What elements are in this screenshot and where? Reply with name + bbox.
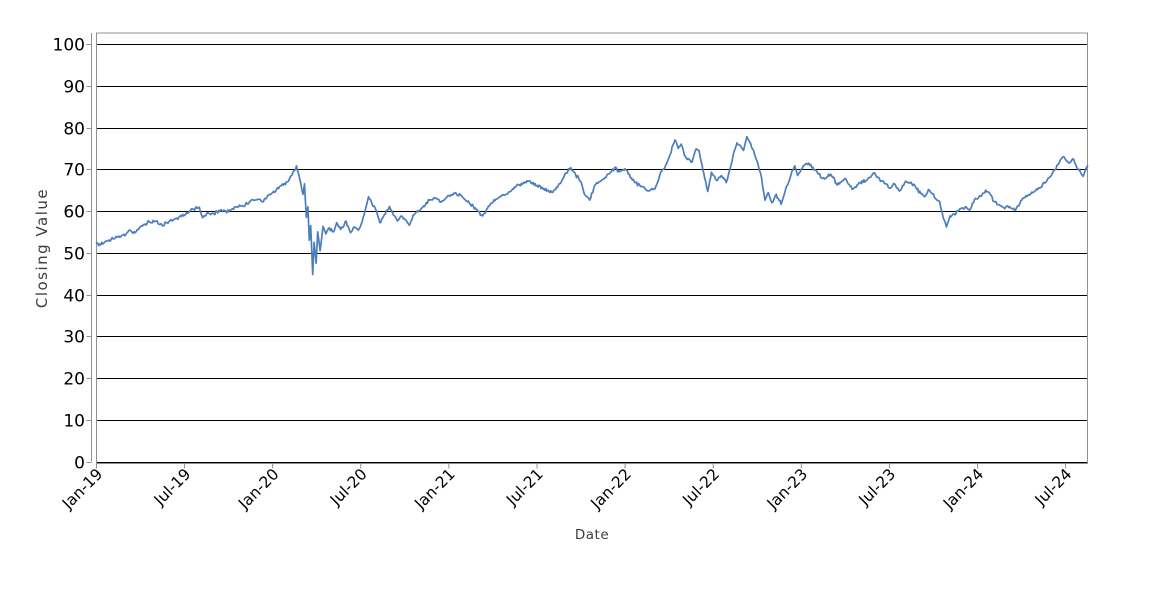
x-tick-label: Jul-23: [855, 465, 900, 510]
y-tick-label: 80: [63, 120, 85, 140]
y-tick-label: 30: [63, 328, 85, 348]
x-tick-label: Jan-23: [763, 465, 811, 513]
y-tick-label: 10: [63, 412, 85, 432]
y-tick-label: 70: [63, 161, 85, 181]
y-tick-label: 20: [63, 370, 85, 390]
x-axis-title: Date: [575, 527, 609, 543]
y-tick-label: 40: [63, 287, 85, 307]
x-tick-label: Jul-19: [150, 465, 195, 510]
x-tick-label: Jul-22: [678, 465, 723, 510]
closing-value-series-line: [95, 135, 1089, 276]
y-axis-title: Closing Value: [33, 188, 51, 308]
x-tick-label: Jan-20: [234, 465, 282, 513]
x-tick-label: Jan-22: [587, 465, 635, 513]
y-tick-label: 0: [74, 454, 85, 474]
y-tick-label: 90: [63, 78, 85, 98]
x-tick-label: Jul-20: [326, 465, 371, 510]
x-tick-label: Jul-21: [502, 465, 547, 510]
x-tick-label: Jul-24: [1031, 465, 1076, 510]
y-tick-label: 60: [63, 203, 85, 223]
y-tick-label: 100: [53, 36, 85, 56]
y-tick-label: 50: [63, 245, 85, 265]
plot-frame: [96, 32, 1088, 464]
x-tick-label: Jan-21: [410, 465, 458, 513]
x-tick-label: Jan-24: [939, 465, 987, 513]
